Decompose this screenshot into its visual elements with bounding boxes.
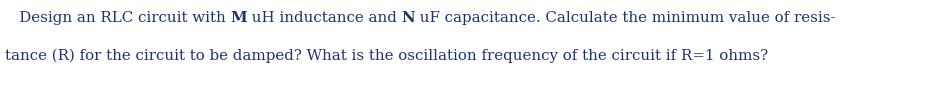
Text: M: M: [231, 11, 247, 25]
Text: N: N: [402, 11, 416, 25]
Text: tance (R) for the circuit to be damped? What is the oscillation frequency of the: tance (R) for the circuit to be damped? …: [5, 49, 769, 63]
Text: uH inductance and: uH inductance and: [247, 11, 402, 25]
Text: uF capacitance. Calculate the minimum value of resis-: uF capacitance. Calculate the minimum va…: [416, 11, 836, 25]
Text: Design an RLC circuit with: Design an RLC circuit with: [5, 11, 231, 25]
